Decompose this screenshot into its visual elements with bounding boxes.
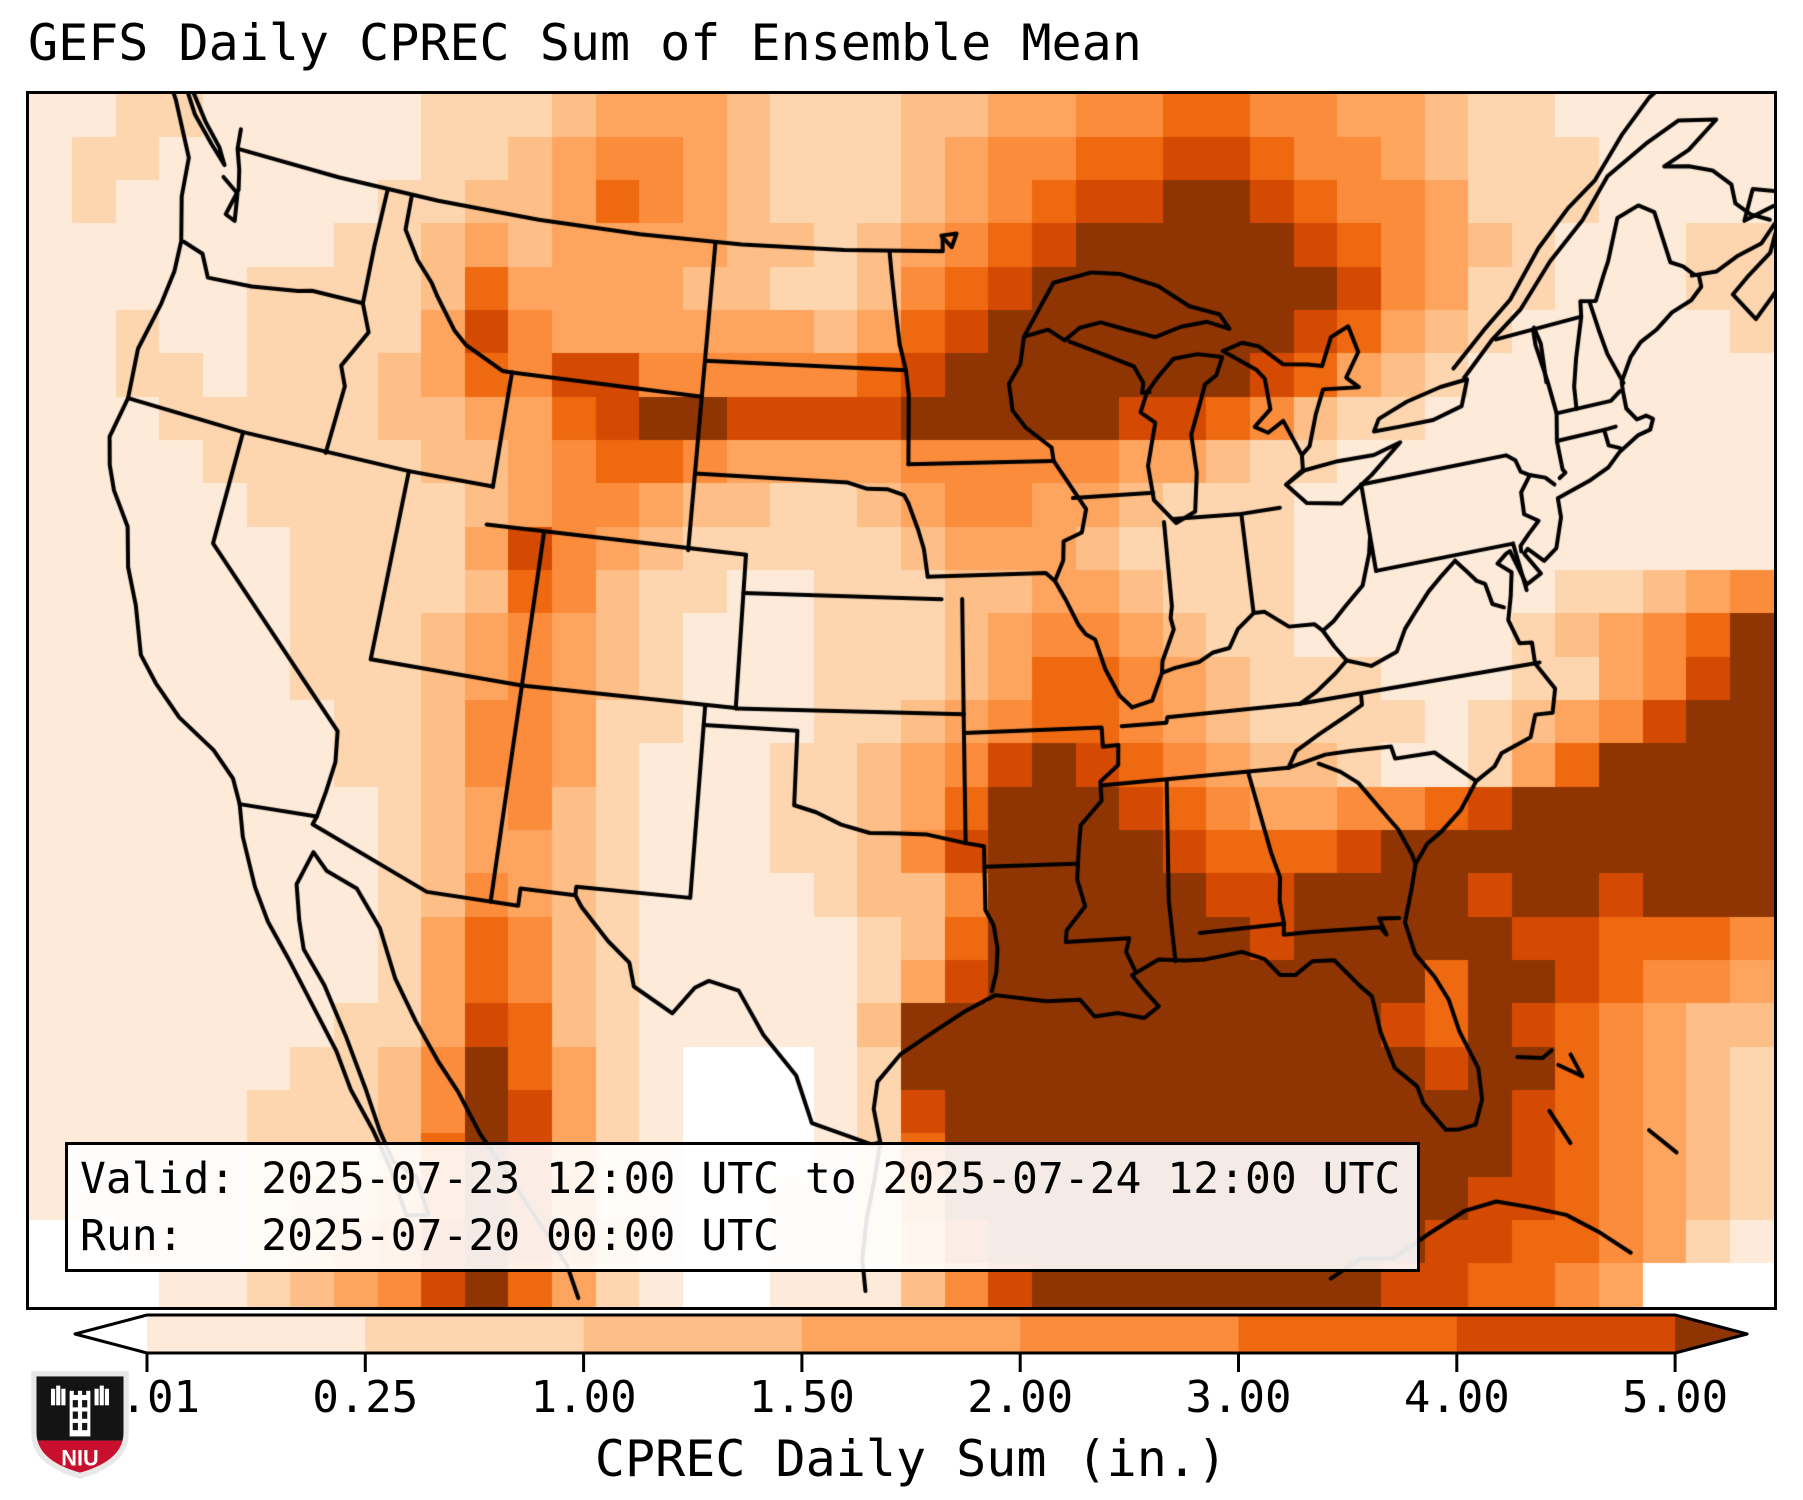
colorbar-segment	[583, 1315, 803, 1353]
colorbar-segment	[801, 1315, 1021, 1353]
colorbar-segment	[1456, 1315, 1676, 1353]
valid-time-text: Valid: 2025-07-23 12:00 UTC to 2025-07-2…	[80, 1154, 1401, 1204]
map-frame	[26, 91, 1777, 1310]
run-time-text: Run: 2025-07-20 00:00 UTC	[80, 1211, 779, 1261]
colorbar-over-arrow	[1675, 1315, 1748, 1353]
colorbar-segment	[365, 1315, 585, 1353]
colorbar	[73, 1312, 1763, 1382]
colorbar-segment	[147, 1315, 366, 1353]
colorbar-segment	[1020, 1315, 1239, 1353]
colorbar-under-arrow	[75, 1315, 147, 1353]
castle-windows	[72, 1400, 88, 1431]
colorbar-tick-label: 2.00	[967, 1372, 1074, 1423]
colorbar-tick-label: 5.00	[1622, 1372, 1729, 1423]
colorbar-segment	[1238, 1315, 1458, 1353]
colorbar-tick-label: 0.25	[312, 1372, 419, 1423]
chart-title: GEFS Daily CPREC Sum of Ensemble Mean	[28, 14, 1142, 72]
valid-run-info-box: Valid: 2025-07-23 12:00 UTC to 2025-07-2…	[65, 1142, 1420, 1272]
niu-logo-text: NIU	[61, 1445, 98, 1470]
colorbar-tick-label: 1.50	[748, 1372, 855, 1423]
colorbar-tick-label: 3.00	[1185, 1372, 1292, 1423]
colorbar-tick-label: 4.00	[1403, 1372, 1510, 1423]
niu-logo: NIU	[31, 1371, 129, 1479]
colorbar-axis-label: CPREC Daily Sum (in.)	[594, 1430, 1228, 1488]
colorbar-tick-label: 1.00	[530, 1372, 637, 1423]
colorbar-svg	[73, 1313, 1749, 1372]
precipitation-map-canvas	[29, 94, 1774, 1307]
